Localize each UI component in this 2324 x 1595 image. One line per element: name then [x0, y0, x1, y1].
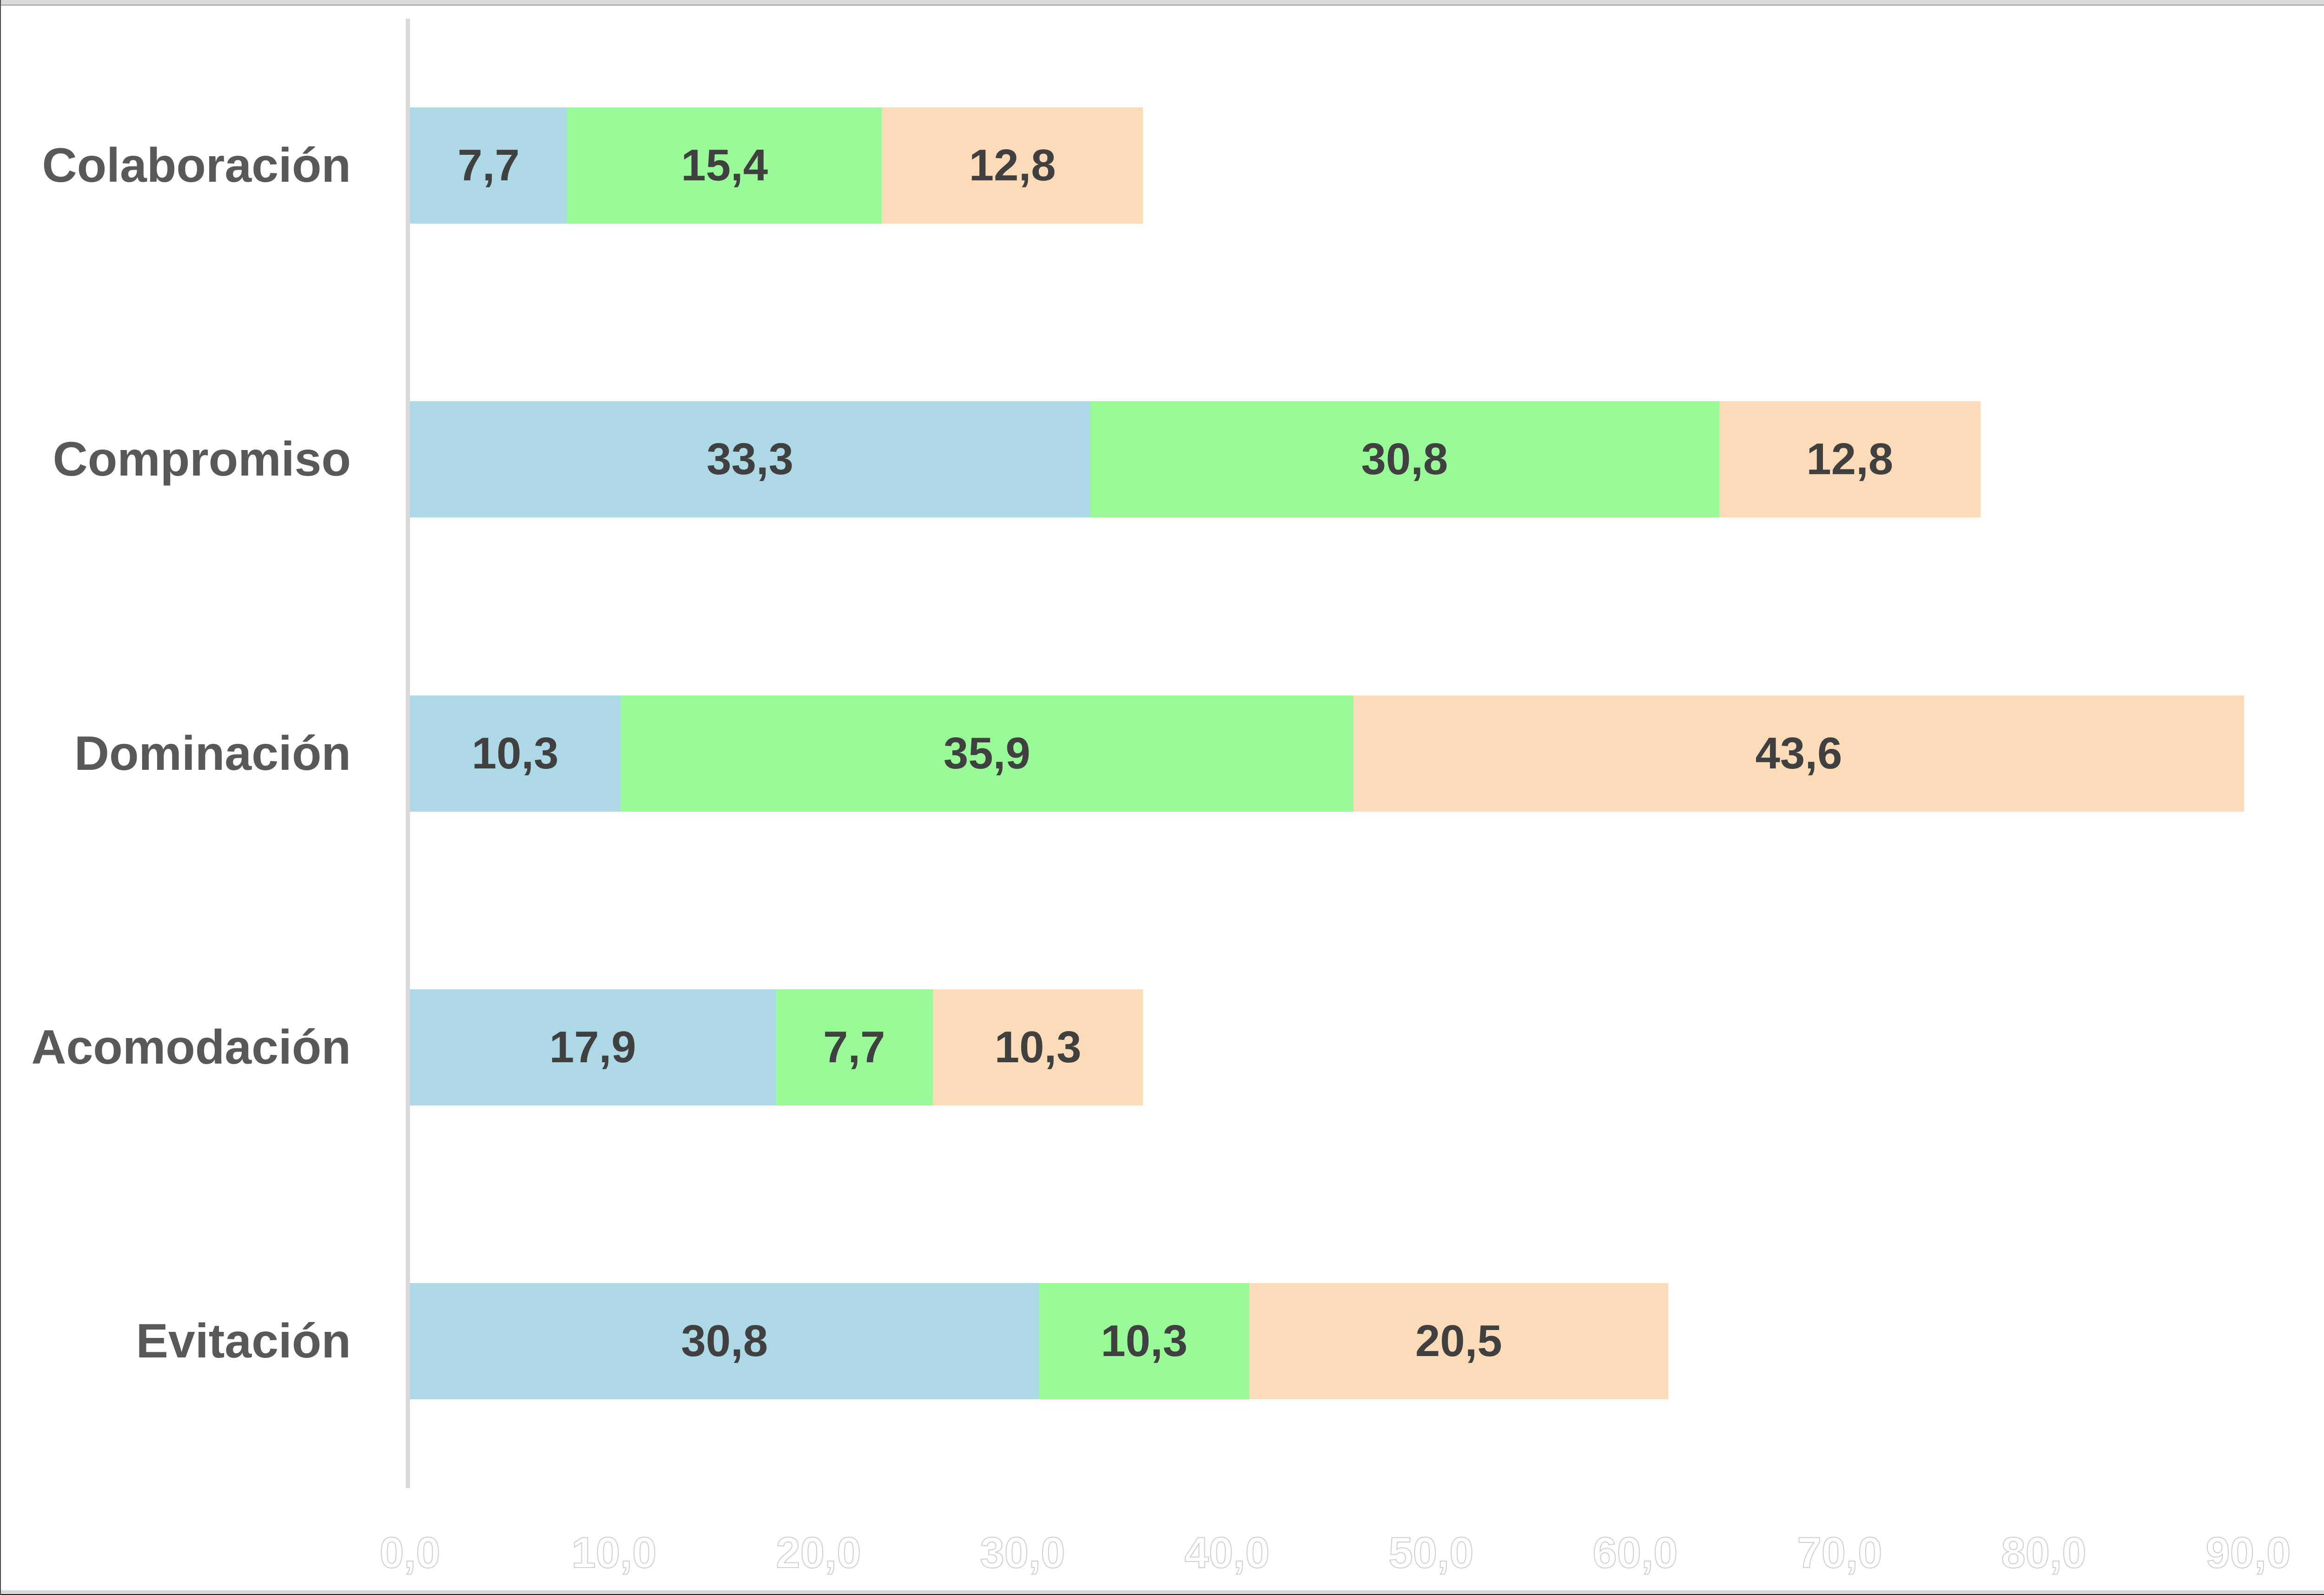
x-tick-label: 60,0: [1592, 1528, 1678, 1577]
value-label: 17,9: [549, 1022, 636, 1072]
bar-segment-escenario-1: 17,9: [410, 989, 776, 1105]
x-tick-label: 30,0: [980, 1528, 1066, 1577]
bar-segment-escenario-1: 30,8: [410, 1283, 1039, 1399]
value-label: 10,3: [1101, 1316, 1188, 1366]
category-label: Acomodación: [31, 1020, 351, 1074]
bar-row: 17,9 7,7 10,3: [410, 989, 1143, 1105]
bar-segment-escenario-2: 35,9: [620, 695, 1354, 812]
frame-edge-top: [0, 0, 2324, 5]
value-label: 10,3: [994, 1022, 1082, 1072]
value-label: 15,4: [681, 140, 768, 190]
category-label: Dominación: [74, 727, 351, 781]
value-label: 30,8: [1361, 434, 1448, 484]
value-label: 33,3: [706, 434, 794, 484]
value-label: 30,8: [681, 1316, 768, 1366]
bar-segment-escenario-3: 20,5: [1249, 1283, 1668, 1399]
bar-segment-escenario-2: 7,7: [775, 989, 933, 1105]
value-label: 7,7: [457, 140, 520, 190]
x-tick-label: 20,0: [776, 1528, 862, 1577]
bar-row: 7,7 15,4 12,8: [410, 107, 1143, 224]
bar-segment-escenario-2: 30,8: [1090, 401, 1719, 517]
bar-segment-escenario-1: 10,3: [410, 695, 621, 812]
bar-segment-escenario-1: 7,7: [410, 107, 568, 224]
value-label: 12,8: [969, 140, 1056, 190]
value-label: 35,9: [943, 728, 1030, 778]
x-tick-label: 10,0: [571, 1528, 657, 1577]
x-tick-label: 40,0: [1184, 1528, 1270, 1577]
bar-segment-escenario-3: 12,8: [882, 107, 1143, 224]
value-label: 20,5: [1415, 1316, 1502, 1366]
bar-row: 10,3 35,9 43,6: [410, 695, 2244, 812]
category-label: Colaboración: [42, 139, 351, 192]
x-tick-label: 50,0: [1388, 1528, 1474, 1577]
category-label: Compromiso: [53, 432, 351, 486]
bar-segment-escenario-2: 10,3: [1039, 1283, 1249, 1399]
bar-segment-escenario-3: 43,6: [1353, 695, 2244, 812]
category-label: Evitación: [136, 1314, 351, 1368]
frame-edge-left: [0, 0, 1, 1595]
frame-edge-top-line: [0, 5, 2324, 6]
y-axis-line: [406, 19, 410, 1488]
x-tick-label: 0,0: [379, 1528, 441, 1577]
bar-segment-escenario-2: 15,4: [567, 107, 882, 224]
frame-edge-bottom: [0, 1590, 2324, 1594]
x-tick-label: 80,0: [2001, 1528, 2087, 1577]
x-tick-label: 90,0: [2205, 1528, 2291, 1577]
bar-row: 33,3 30,8 12,8: [410, 401, 1981, 517]
value-label: 7,7: [823, 1022, 885, 1072]
bar-segment-escenario-3: 10,3: [932, 989, 1143, 1105]
bar-row: 30,8 10,3 20,5: [410, 1283, 1668, 1399]
value-label: 12,8: [1806, 434, 1894, 484]
value-label: 10,3: [471, 728, 559, 778]
value-label: 43,6: [1755, 728, 1842, 778]
x-tick-label: 70,0: [1797, 1528, 1883, 1577]
bar-segment-escenario-1: 33,3: [410, 401, 1090, 517]
frame-edge-bottom-line: [0, 1594, 2324, 1595]
bar-segment-escenario-3: 12,8: [1719, 401, 1981, 517]
